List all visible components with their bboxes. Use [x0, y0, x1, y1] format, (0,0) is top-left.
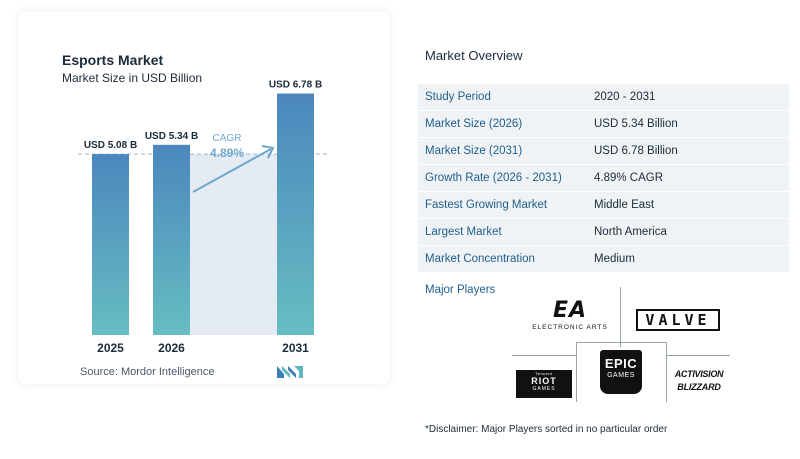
chart-subtitle: Market Size in USD Billion — [62, 71, 203, 85]
overview-title: Market Overview — [425, 48, 523, 63]
riot-games-logo: Tencent RIOT GAMES — [516, 370, 572, 398]
row-value: Middle East — [594, 199, 655, 211]
row-value: USD 6.78 Billion — [594, 145, 678, 157]
major-players-title: Major Players — [425, 284, 496, 296]
epic-games-text: GAMES — [607, 372, 635, 379]
overview-row: Fastest Growing Market Middle East — [418, 192, 789, 219]
row-key: Market Size (2031) — [425, 145, 523, 157]
overview-row: Largest Market North America — [418, 219, 789, 246]
ea-logo-text: ELECTRONIC ARTS — [532, 324, 608, 331]
ea-logo: EA ELECTRONIC ARTS — [530, 300, 610, 334]
row-value: 4.89% CAGR — [594, 172, 664, 184]
grid-divider — [576, 342, 577, 402]
row-value: North America — [594, 226, 667, 238]
riot-text: RIOT — [531, 376, 557, 386]
grid-divider — [666, 342, 667, 402]
activision-text: ACTIVISION — [674, 369, 724, 379]
grid-divider — [576, 342, 667, 343]
row-key: Largest Market — [425, 226, 502, 238]
row-value: USD 5.34 Billion — [594, 118, 678, 130]
row-value: 2020 - 2031 — [594, 91, 656, 103]
valve-logo: VALVE — [636, 309, 720, 331]
row-key: Growth Rate (2026 - 2031) — [425, 172, 562, 184]
cagr-value: 4.89% — [210, 146, 244, 160]
source-note: Source: Mordor Intelligence — [80, 366, 215, 378]
cagr-arrowhead — [261, 145, 275, 159]
tick-label-2031: 2031 — [282, 341, 309, 355]
row-key: Market Size (2026) — [425, 118, 523, 130]
data-label-2026: USD 5.34 B — [145, 131, 198, 142]
row-key: Market Concentration — [425, 253, 535, 265]
chart-title: Esports Market — [62, 52, 164, 68]
cagr-label: CAGR — [213, 133, 242, 144]
riot-games-text: GAMES — [532, 386, 556, 392]
grid-divider — [512, 355, 576, 356]
row-key: Study Period — [425, 91, 491, 103]
row-key: Fastest Growing Market — [425, 199, 548, 211]
epic-text: EPIC — [604, 356, 638, 371]
overview-row: Study Period 2020 - 2031 — [418, 84, 789, 111]
disclaimer: *Disclaimer: Major Players sorted in no … — [425, 424, 668, 435]
activision-blizzard-logo: ACTIVISION BLIZZARD — [670, 368, 728, 400]
valve-logo-text: VALVE — [645, 311, 711, 329]
data-label-2031: USD 6.78 B — [269, 80, 322, 91]
row-value: Medium — [594, 253, 635, 265]
overview-row: Growth Rate (2026 - 2031) 4.89% CAGR — [418, 165, 789, 192]
overview-row: Market Size (2026) USD 5.34 Billion — [418, 111, 789, 138]
data-label-2025: USD 5.08 B — [84, 140, 137, 151]
growth-band — [190, 154, 277, 335]
tick-label-2026: 2026 — [158, 341, 185, 355]
blizzard-text: BLIZZARD — [677, 382, 721, 392]
grid-divider — [620, 287, 621, 347]
overview-row: Market Size (2031) USD 6.78 Billion — [418, 138, 789, 165]
overview-table: Study Period 2020 - 2031 Market Size (20… — [418, 84, 789, 273]
epic-games-logo: EPIC GAMES — [600, 350, 642, 394]
mordor-logo-icon — [277, 366, 303, 378]
grid-divider — [666, 355, 730, 356]
bar-2031 — [277, 93, 314, 336]
overview-row: Market Concentration Medium — [418, 246, 789, 273]
cagr-arrow — [192, 148, 272, 193]
bar-2026 — [153, 144, 190, 335]
ea-logo-mark: EA — [552, 298, 588, 323]
tencent-text: Tencent — [535, 371, 553, 376]
tick-label-2025: 2025 — [97, 341, 124, 355]
bar-2025 — [92, 154, 129, 335]
bar-chart: USD 5.08 B 2025 USD 5.34 B 2026 USD 6.78 B 20… — [78, 80, 330, 355]
